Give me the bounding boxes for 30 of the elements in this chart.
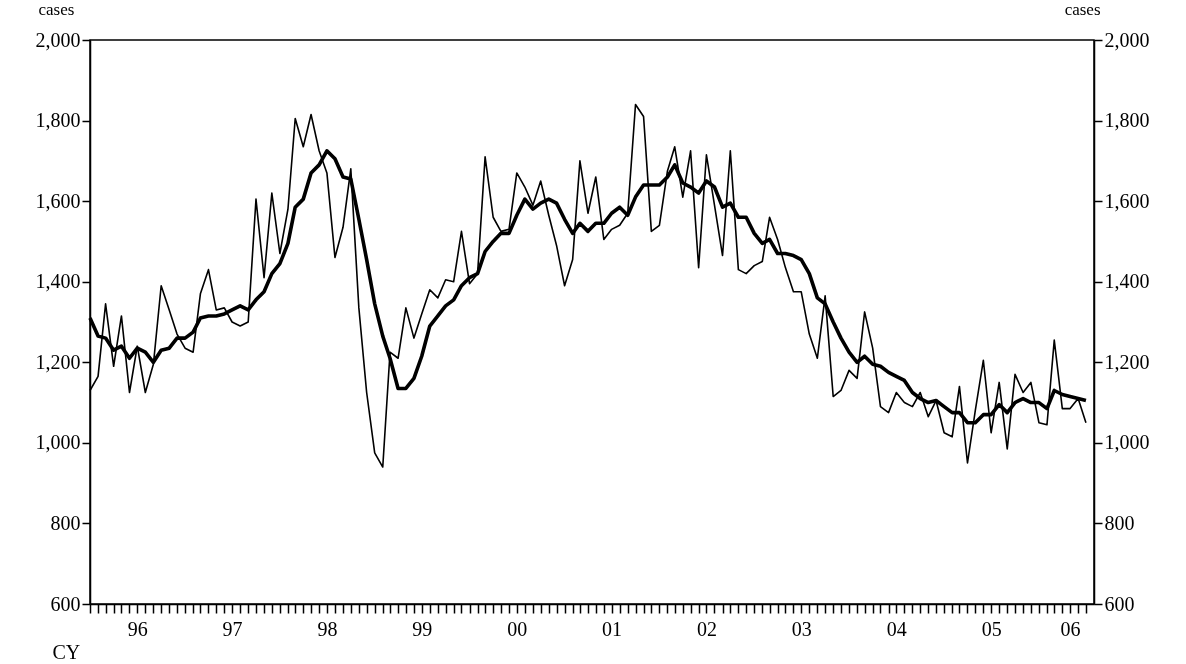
y2-axis-title: cases	[1064, 0, 1101, 19]
y2-tick-label: 600	[1104, 592, 1135, 615]
y2-tick-label: 800	[1104, 511, 1135, 534]
y2-tick-label: 1,000	[1104, 431, 1150, 454]
x-tick-label: 04	[886, 617, 907, 640]
x-tick-label: 05	[981, 617, 1002, 640]
y-tick-label: 1,600	[35, 189, 81, 212]
x-tick-label: 06	[1060, 617, 1081, 640]
x-tick-label: 99	[412, 617, 433, 640]
y2-tick-label: 1,400	[1104, 270, 1150, 293]
y-tick-label: 600	[50, 592, 81, 615]
y-tick-label: 2,000	[35, 28, 81, 51]
y2-tick-label: 1,200	[1104, 350, 1150, 373]
y-axis-title: cases	[38, 0, 75, 19]
y-tick-label: 1,800	[35, 109, 81, 132]
y2-tick-label: 1,600	[1104, 189, 1150, 212]
x-tick-label: 03	[791, 617, 812, 640]
x-axis-title: CY	[52, 640, 81, 663]
x-tick-label: 00	[507, 617, 528, 640]
y2-tick-label: 2,000	[1104, 28, 1150, 51]
y-tick-label: 1,200	[35, 350, 81, 373]
y2-tick-label: 1,800	[1104, 109, 1150, 132]
x-tick-label: 98	[317, 617, 338, 640]
y-tick-label: 1,400	[35, 270, 81, 293]
x-tick-label: 01	[602, 617, 623, 640]
y-tick-label: 800	[50, 511, 81, 534]
x-tick-label: 97	[222, 617, 243, 640]
x-tick-label: 96	[127, 617, 148, 640]
x-tick-label: 02	[696, 617, 717, 640]
y-tick-label: 1,000	[35, 431, 81, 454]
